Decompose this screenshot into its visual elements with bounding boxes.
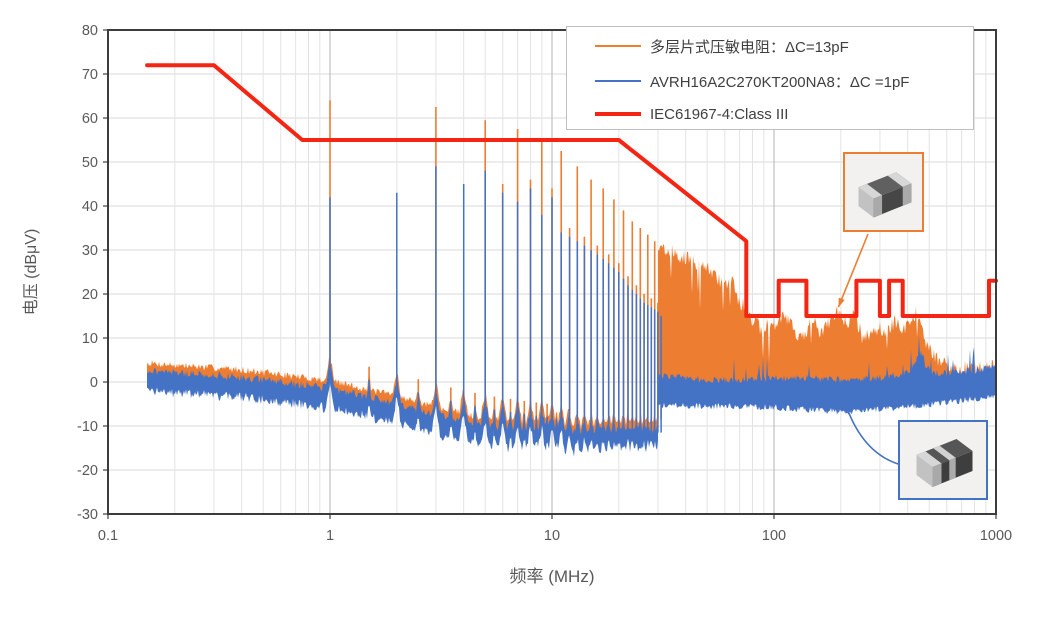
y-tick-label: 50 xyxy=(82,155,98,171)
x-tick-label: 0.1 xyxy=(98,528,118,544)
legend-row-avrh: AVRH16A2C270KT200NA8：ΔC =1pF xyxy=(595,72,910,91)
avrh-callout-arrow xyxy=(844,403,899,465)
x-tick-label: 1000 xyxy=(980,528,1012,544)
limit-line-iec61967 xyxy=(145,63,998,318)
y-tick-label: 40 xyxy=(82,199,98,215)
varistor-callout-arrow xyxy=(837,233,869,308)
x-tick-label: 100 xyxy=(762,528,786,544)
y-tick-label: 30 xyxy=(82,243,98,259)
y-tick-label: 70 xyxy=(82,67,98,83)
varistor-chip-image xyxy=(858,172,912,218)
y-axis-title: 电压 (dBμV) xyxy=(23,228,40,316)
legend-swatch-1 xyxy=(595,80,641,82)
avrh-chip-image xyxy=(916,439,973,487)
y-tick-label: -30 xyxy=(77,507,98,523)
y-tick-label: 80 xyxy=(82,23,98,39)
legend-swatch-0 xyxy=(595,45,641,47)
y-tick-label: 20 xyxy=(82,287,98,303)
y-tick-label: 60 xyxy=(82,111,98,127)
x-tick-label: 1 xyxy=(326,528,334,544)
trace-avrh-noise-floor xyxy=(147,362,658,457)
legend-label-avrh: AVRH16A2C270KT200NA8：ΔC =1pF xyxy=(650,73,910,91)
varistor-callout-arrowhead-icon xyxy=(838,297,845,308)
trace-avrh-broadband xyxy=(658,335,996,415)
x-tick-label: 10 xyxy=(544,528,560,544)
chart-legend: 多层片式压敏电阻：ΔC=13pF AVRH16A2C270KT200NA8：ΔC… xyxy=(566,26,974,130)
y-tick-label: -10 xyxy=(77,419,98,435)
trace-varistor-harmonics xyxy=(329,100,662,435)
y-tick-label: 10 xyxy=(82,331,98,347)
trace-avrh-harmonics xyxy=(329,166,662,444)
x-axis-title: 频率 (MHz) xyxy=(509,567,595,586)
avrh-chip-callout-box xyxy=(898,420,988,500)
trace-varistor-noise-floor xyxy=(147,354,658,443)
legend-label-iec-limit: IEC61967-4:Class III xyxy=(650,105,789,123)
legend-swatch-2 xyxy=(595,112,641,116)
avrh-callout-arrowhead-icon xyxy=(845,404,852,414)
plot-frame xyxy=(107,29,997,515)
y-tick-label: 0 xyxy=(90,375,98,391)
legend-label-varistor: 多层片式压敏电阻：ΔC=13pF xyxy=(650,38,849,56)
varistor-chip-callout-box xyxy=(843,152,924,232)
legend-row-varistor: 多层片式压敏电阻：ΔC=13pF xyxy=(595,37,849,56)
traces xyxy=(145,63,998,457)
axis-ticks-and-labels: -30 -20 -10 0 10 20 30 40 50 60 70 80 0.1 1 10 100 1000 xyxy=(77,23,1012,544)
legend-row-iec-limit: IEC61967-4:Class III xyxy=(595,105,788,123)
y-tick-label: -20 xyxy=(77,463,98,479)
